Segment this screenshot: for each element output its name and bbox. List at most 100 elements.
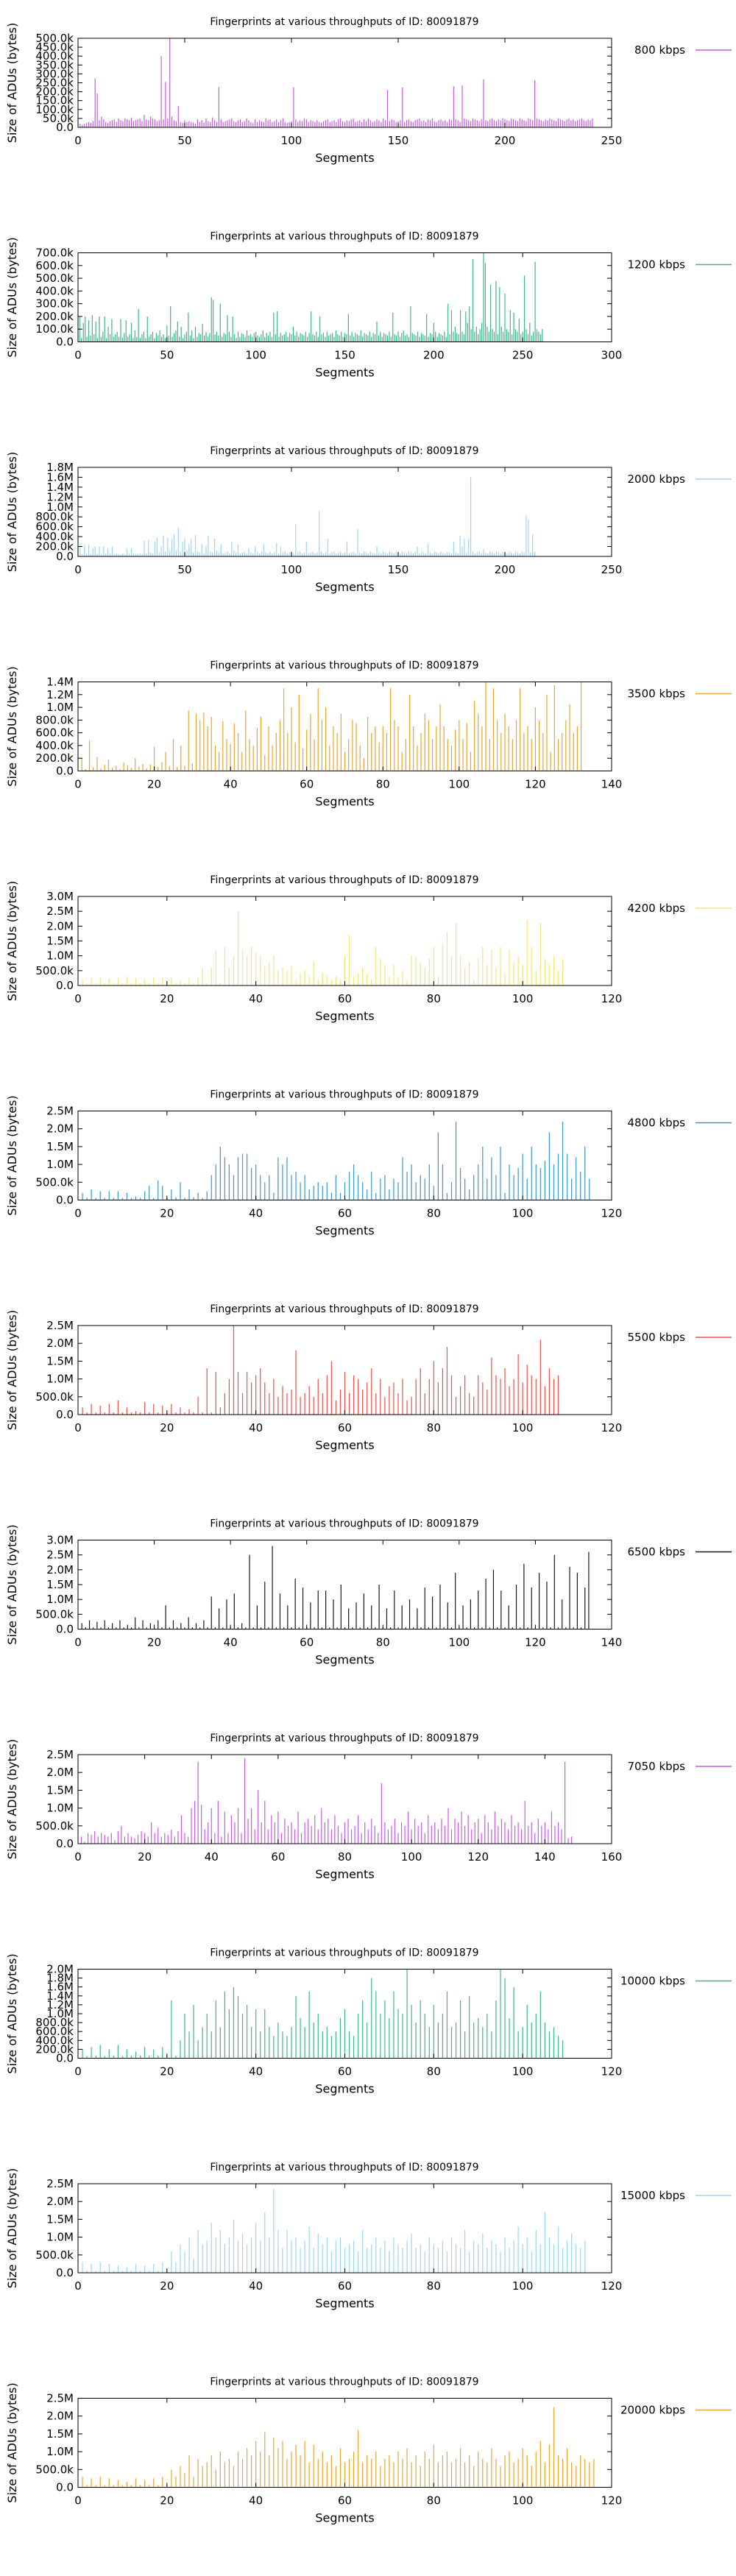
x-tick-label: 140 (601, 778, 623, 791)
y-tick-label: 3.0M (46, 890, 74, 903)
y-tick-label: 2.5M (46, 2177, 74, 2190)
x-tick-label: 50 (177, 134, 191, 147)
x-tick-label: 100 (281, 134, 302, 147)
x-tick-label: 40 (249, 1207, 263, 1220)
x-tick-label: 160 (601, 1850, 623, 1864)
legend-label: 20000 kbps (620, 2404, 685, 2417)
x-tick-label: 60 (338, 2494, 352, 2508)
x-tick-label: 20 (160, 1207, 174, 1220)
x-tick-label: 80 (427, 1207, 441, 1220)
chart-title: Fingerprints at various throughputs of I… (210, 1303, 478, 1315)
x-tick-label: 200 (423, 349, 445, 362)
x-tick-label: 120 (467, 1850, 489, 1864)
y-tick-label: 1.0M (46, 500, 74, 514)
y-tick-label: 800.0k (35, 510, 74, 523)
y-tick-label: 0.0 (56, 550, 74, 563)
y-tick-label: 800.0k (35, 713, 74, 726)
chart-panel: Fingerprints at various throughputs of I… (5, 1733, 732, 1881)
y-tick-label: 1.5M (46, 1140, 74, 1153)
x-tick-label: 0 (74, 778, 82, 791)
y-axis-label: Size of ADUs (bytes) (5, 1739, 19, 1859)
bar-series (80, 1758, 573, 1844)
x-tick-label: 250 (601, 563, 623, 576)
y-tick-label: 1.0M (46, 949, 74, 963)
y-tick-label: 1.4M (46, 1989, 74, 2003)
x-tick-label: 120 (525, 1636, 546, 1649)
x-axis-label: Segments (315, 1653, 374, 1667)
y-tick-label: 0.0 (56, 1837, 74, 1850)
x-tick-label: 60 (271, 1850, 285, 1864)
chart-panel: Fingerprints at various throughputs of I… (5, 874, 732, 1023)
y-tick-label: 1.0M (46, 1158, 74, 1171)
x-axis-label: Segments (315, 2511, 374, 2525)
y-tick-label: 500.0k (35, 1175, 74, 1189)
y-tick-label: 1.5M (46, 1354, 74, 1367)
x-tick-label: 50 (177, 563, 191, 576)
y-axis-label: Size of ADUs (bytes) (5, 237, 19, 357)
chart-panel: Fingerprints at various throughputs of I… (5, 1089, 732, 1238)
x-tick-label: 0 (74, 349, 82, 362)
y-tick-label: 600.0k (35, 259, 74, 272)
bar-series (82, 2407, 595, 2488)
y-tick-label: 200.0k (35, 85, 74, 99)
y-tick-label: 2.0M (46, 2410, 74, 2423)
y-axis-label: Size of ADUs (bytes) (5, 1310, 19, 1430)
x-tick-label: 40 (249, 2279, 263, 2293)
y-tick-label: 1.0M (46, 2231, 74, 2244)
y-tick-label: 2.0M (46, 1563, 74, 1577)
x-tick-label: 250 (601, 134, 623, 147)
bar-series (79, 477, 536, 556)
bar-series (82, 1122, 590, 1200)
y-tick-label: 600.0k (35, 520, 74, 534)
x-tick-label: 0 (74, 2065, 82, 2078)
x-tick-label: 250 (512, 349, 534, 362)
x-axis-label: Segments (315, 580, 374, 594)
x-tick-label: 0 (74, 1636, 82, 1649)
bar-series (79, 252, 543, 342)
bar-series (81, 1546, 590, 1630)
x-tick-label: 120 (601, 2279, 623, 2293)
y-tick-label: 2.5M (46, 1319, 74, 1332)
y-tick-label: 500.0k (35, 964, 74, 977)
x-tick-label: 0 (74, 563, 82, 576)
y-tick-label: 350.0k (35, 58, 74, 71)
x-tick-label: 100 (512, 2494, 534, 2508)
y-tick-label: 2.0M (46, 1337, 74, 1350)
x-tick-label: 100 (512, 2279, 534, 2293)
plot-frame (77, 252, 612, 342)
x-tick-label: 20 (147, 778, 161, 791)
y-tick-label: 3.0M (46, 1534, 74, 1547)
x-tick-label: 20 (160, 992, 174, 1005)
x-tick-label: 60 (300, 1636, 314, 1649)
chart-title: Fingerprints at various throughputs of I… (210, 445, 478, 457)
y-tick-label: 50.0k (43, 112, 74, 125)
x-tick-label: 100 (512, 1207, 534, 1220)
y-tick-label: 1.2M (46, 688, 74, 701)
x-tick-label: 20 (160, 2279, 174, 2293)
bar-series (82, 1969, 564, 2059)
y-tick-label: 1.2M (46, 1998, 74, 2011)
chart-title: Fingerprints at various throughputs of I… (210, 2377, 478, 2388)
legend-label: 2000 kbps (628, 473, 686, 486)
x-axis-label: Segments (315, 1009, 374, 1023)
y-tick-label: 0.0 (56, 2052, 74, 2065)
x-axis-label: Segments (315, 795, 374, 809)
x-axis-label: Segments (315, 2082, 374, 2096)
chart-panel: Fingerprints at various throughputs of I… (5, 2377, 732, 2525)
x-tick-label: 150 (334, 349, 355, 362)
y-tick-label: 1.8M (46, 461, 74, 474)
x-tick-label: 80 (338, 1850, 352, 1864)
chart-title: Fingerprints at various throughputs of I… (210, 1089, 478, 1101)
x-tick-label: 80 (427, 2494, 441, 2508)
legend-label: 10000 kbps (620, 1975, 685, 1988)
x-tick-label: 60 (338, 992, 352, 1005)
plot-frame (77, 38, 612, 128)
y-axis-label: Size of ADUs (bytes) (5, 666, 19, 786)
y-tick-label: 600.0k (35, 726, 74, 740)
x-axis-label: Segments (315, 1867, 374, 1881)
x-tick-label: 100 (449, 1636, 470, 1649)
x-tick-label: 0 (74, 1207, 82, 1220)
y-tick-label: 150.0k (35, 94, 74, 107)
x-tick-label: 140 (534, 1850, 556, 1864)
x-tick-label: 150 (388, 134, 409, 147)
